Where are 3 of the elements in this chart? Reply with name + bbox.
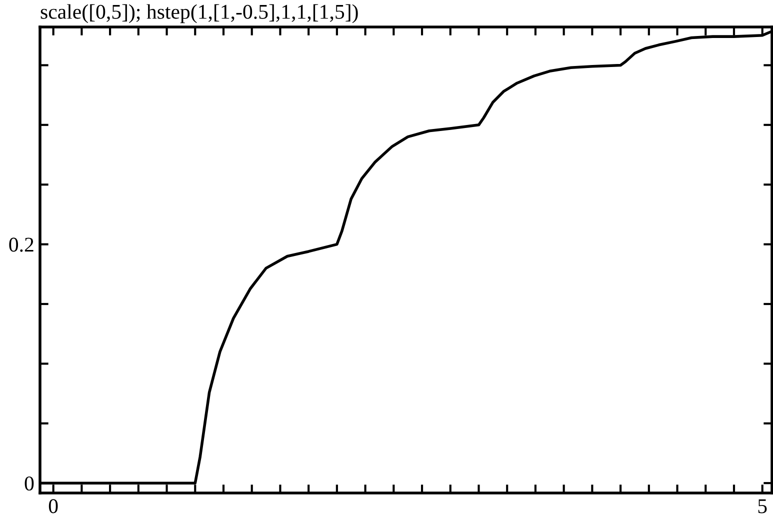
x-tick-label: 5 [758,499,767,514]
y-tick-label: 0.2 [9,238,34,252]
chart-title: scale([0,5]); hstep(1,[1,-0.5],1,1,[1,5]) [40,4,358,24]
